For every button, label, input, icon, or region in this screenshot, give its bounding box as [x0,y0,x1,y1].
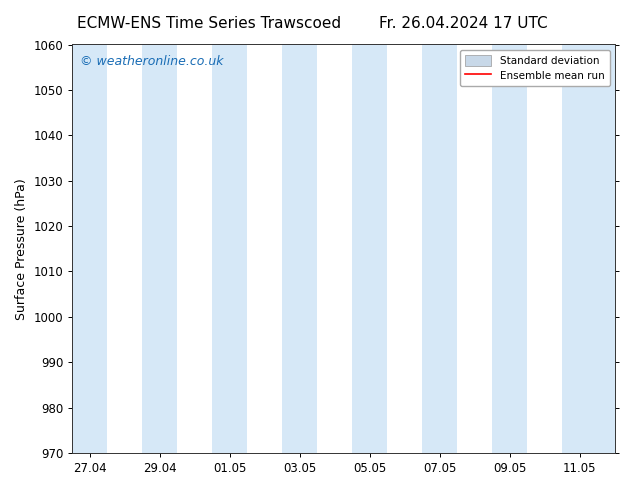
Y-axis label: Surface Pressure (hPa): Surface Pressure (hPa) [15,178,28,319]
Text: Fr. 26.04.2024 17 UTC: Fr. 26.04.2024 17 UTC [378,16,547,31]
Text: ECMW-ENS Time Series Trawscoed: ECMW-ENS Time Series Trawscoed [77,16,341,31]
Bar [493,45,527,453]
Bar [72,45,107,453]
Legend: Standard deviation, Ensemble mean run: Standard deviation, Ensemble mean run [460,49,610,86]
Text: © weatheronline.co.uk: © weatheronline.co.uk [81,55,224,68]
Bar [353,45,387,453]
Bar [422,45,457,453]
Bar [212,45,247,453]
Bar [282,45,318,453]
Bar [143,45,178,453]
Bar [562,45,615,453]
